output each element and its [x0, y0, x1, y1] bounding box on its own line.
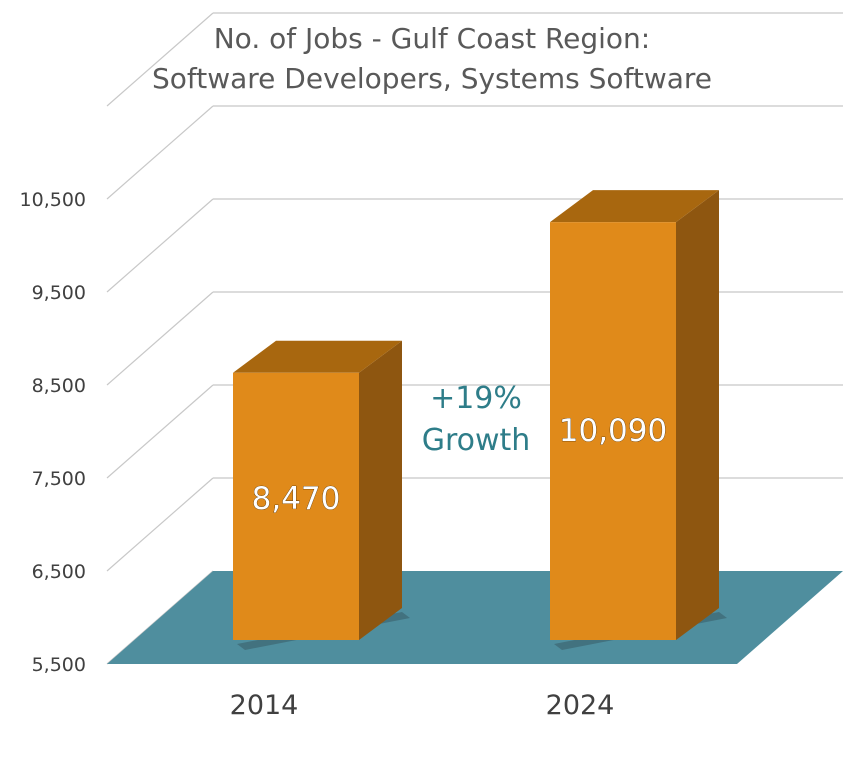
gridlines	[106, 12, 843, 665]
y-axis-ticks: 5,500 6,500 7,500 8,500 9,500 10,500	[20, 189, 86, 676]
x-category-label: 2024	[546, 690, 615, 721]
bars: 8,470 10,090	[233, 190, 727, 650]
gridline-diagonal	[106, 291, 214, 386]
y-tick-label: 7,500	[32, 468, 86, 490]
bar-side	[676, 190, 719, 640]
y-tick-label: 8,500	[32, 375, 86, 397]
gridline-diagonal	[106, 12, 214, 107]
gridline-diagonal	[106, 384, 214, 479]
y-tick-label: 6,500	[32, 561, 86, 583]
bar	[233, 372, 359, 640]
x-category-label: 2014	[230, 690, 299, 721]
floor	[107, 571, 843, 664]
data-label: 8,470	[252, 481, 341, 517]
gridline-diagonal	[106, 198, 214, 293]
chart-title-line-2: Software Developers, Systems Software	[152, 62, 712, 95]
bar-top	[233, 340, 402, 373]
growth-annotation-line-2: Growth	[422, 423, 531, 458]
y-tick-label: 5,500	[32, 654, 86, 676]
bar	[550, 222, 676, 640]
y-tick-label: 10,500	[20, 189, 86, 211]
y-tick-label: 9,500	[32, 282, 86, 304]
data-label: 10,090	[559, 413, 667, 449]
growth-annotation-line-1: +19%	[430, 381, 522, 416]
chart-title-line-1: No. of Jobs - Gulf Coast Region:	[214, 22, 651, 55]
growth-annotation: +19% Growth	[422, 381, 531, 458]
bar-side	[359, 340, 402, 640]
bar-top	[550, 190, 719, 223]
gridline-diagonal	[106, 105, 214, 200]
gridline-diagonal	[106, 477, 214, 572]
floor-plane	[107, 571, 843, 664]
x-axis-categories: 2014 2024	[230, 690, 615, 721]
